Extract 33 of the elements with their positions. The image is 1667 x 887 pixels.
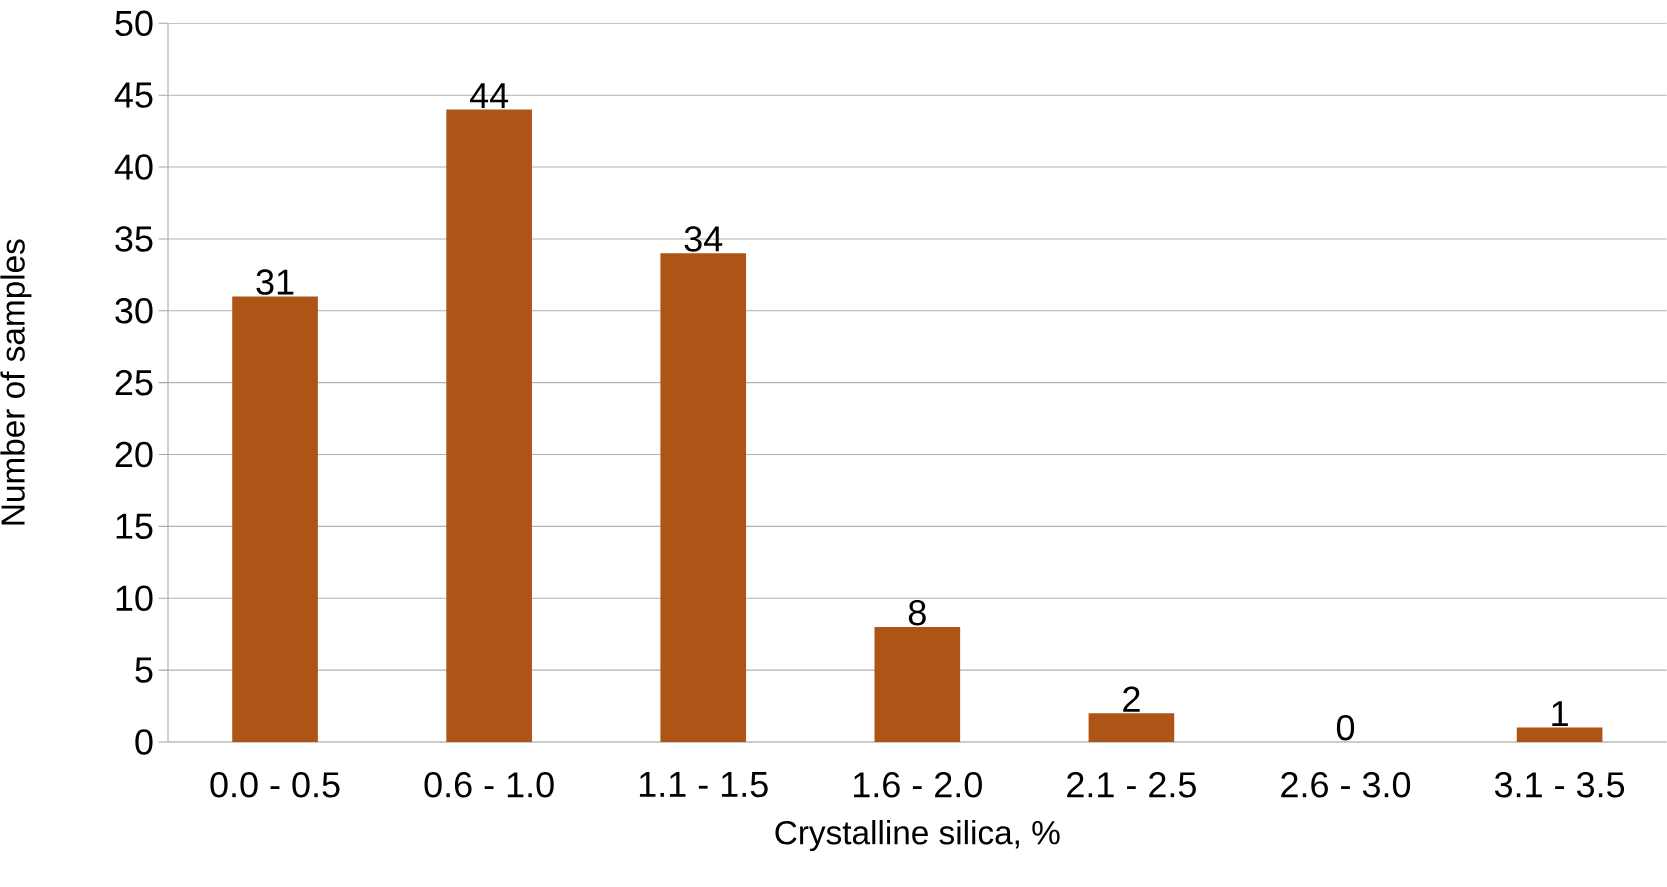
data-label: 31 <box>256 269 294 295</box>
x-tick-label: 0.0 - 0.5 <box>210 772 340 798</box>
y-tick-label: 50 <box>115 10 153 37</box>
y-tick-label: 15 <box>116 513 153 539</box>
x-axis-title: Crystalline silica, % <box>775 820 1060 852</box>
bar <box>874 627 961 742</box>
x-tick-label: 1.6 - 2.0 <box>854 772 982 798</box>
y-tick-label: 40 <box>114 154 153 180</box>
data-label: 2 <box>1123 686 1140 712</box>
x-tick-label: 0.6 - 1.0 <box>424 772 554 798</box>
bar <box>1088 713 1175 742</box>
y-tick-label: 10 <box>116 585 153 611</box>
y-tick-label: 30 <box>115 298 153 324</box>
bar <box>446 109 532 742</box>
y-tick-label: 0 <box>135 729 153 755</box>
data-label: 34 <box>684 226 723 252</box>
y-tick-label: 25 <box>115 369 153 396</box>
bar <box>232 296 318 742</box>
y-tick-label: 35 <box>115 226 153 252</box>
data-label: 1 <box>1552 701 1568 727</box>
y-tick-label: 5 <box>135 657 153 683</box>
bar <box>1516 727 1603 742</box>
y-tick-label: 45 <box>114 82 153 108</box>
x-tick-label: 2.6 - 3.0 <box>1281 772 1411 798</box>
y-axis-title: Number of samples <box>0 239 32 525</box>
x-tick-label: 1.1 - 1.5 <box>639 772 768 798</box>
x-tick-label: 2.1 - 2.5 <box>1067 772 1196 798</box>
data-label: 8 <box>908 599 926 626</box>
bar <box>660 253 747 742</box>
data-label: 0 <box>1336 714 1355 741</box>
data-label: 44 <box>469 83 509 108</box>
x-tick-label: 3.1 - 3.5 <box>1494 772 1625 798</box>
y-tick-label: 20 <box>115 441 153 468</box>
